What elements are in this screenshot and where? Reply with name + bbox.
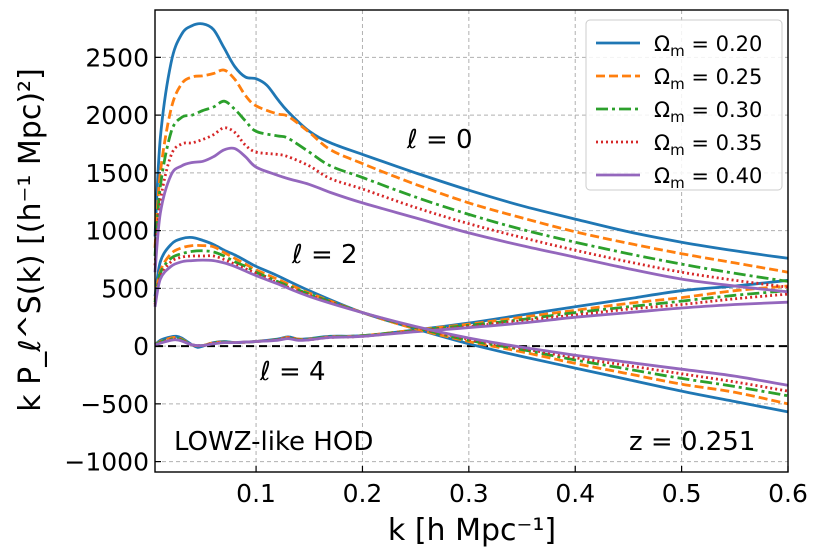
annotation-l2: ℓ = 2 bbox=[291, 240, 358, 270]
curve-l0-series-2 bbox=[153, 99, 789, 283]
y-tick-label: −500 bbox=[80, 390, 149, 419]
curve-l0-series-4 bbox=[153, 146, 789, 294]
plot-frame bbox=[154, 9, 789, 473]
y-tick-label: 0 bbox=[133, 332, 149, 361]
curve-l2-series-4 bbox=[153, 258, 789, 387]
x-tick-label: 0.3 bbox=[449, 479, 489, 508]
x-tick-label: 0.5 bbox=[662, 479, 702, 508]
legend-label: Ωm = 0.30 bbox=[654, 98, 762, 126]
y-tick-label: −1000 bbox=[64, 448, 149, 477]
annotation-sample: LOWZ-like HOD bbox=[174, 427, 373, 457]
annotation-redshift: z = 0.251 bbox=[629, 427, 755, 457]
y-tick-label: 2000 bbox=[85, 101, 149, 130]
annotation-l0: ℓ = 0 bbox=[406, 125, 473, 155]
x-tick-label: 0.1 bbox=[236, 479, 276, 508]
x-axis-label: k [h Mpc⁻¹] bbox=[388, 513, 556, 548]
curve-l4-series-1 bbox=[154, 284, 789, 348]
legend-box bbox=[585, 19, 783, 191]
y-axis-label: k P_ℓ^S(k) [(h⁻¹ Mpc)²] bbox=[13, 68, 48, 412]
curve-l0-series-1 bbox=[153, 68, 789, 274]
curve-l2-series-1 bbox=[153, 243, 789, 406]
legend-label: Ωm = 0.35 bbox=[654, 131, 762, 159]
legend-label: Ωm = 0.25 bbox=[654, 65, 762, 93]
y-tick-label: 500 bbox=[101, 274, 149, 303]
legend-label: Ωm = 0.20 bbox=[654, 32, 762, 60]
legend-label: Ωm = 0.40 bbox=[654, 164, 762, 192]
legend: Ωm = 0.20 Ωm = 0.25 Ωm = 0.30 Ωm = 0.35 Ωm =… bbox=[585, 19, 783, 192]
curve-l4-series-4 bbox=[154, 300, 789, 348]
y-tick-label: 2500 bbox=[85, 43, 149, 72]
y-tick-label: 1000 bbox=[85, 217, 149, 246]
x-tick-label: 0.2 bbox=[343, 479, 383, 508]
curves-layer bbox=[153, 22, 789, 414]
x-tick-label: 0.6 bbox=[768, 479, 808, 508]
curve-l0-series-0 bbox=[153, 22, 789, 260]
curve-l2-series-3 bbox=[153, 254, 789, 393]
y-tick-label: 1500 bbox=[85, 159, 149, 188]
axis-ticks: 0.1 0.2 0.3 0.4 0.5 0.6 −1000 −500 0 500 1000 1500 2… bbox=[64, 43, 807, 508]
curve-l2-series-0 bbox=[153, 235, 789, 414]
x-tick-label: 0.4 bbox=[555, 479, 595, 508]
annotation-l4: ℓ = 4 bbox=[259, 357, 326, 387]
curve-l0-series-3 bbox=[153, 126, 789, 289]
